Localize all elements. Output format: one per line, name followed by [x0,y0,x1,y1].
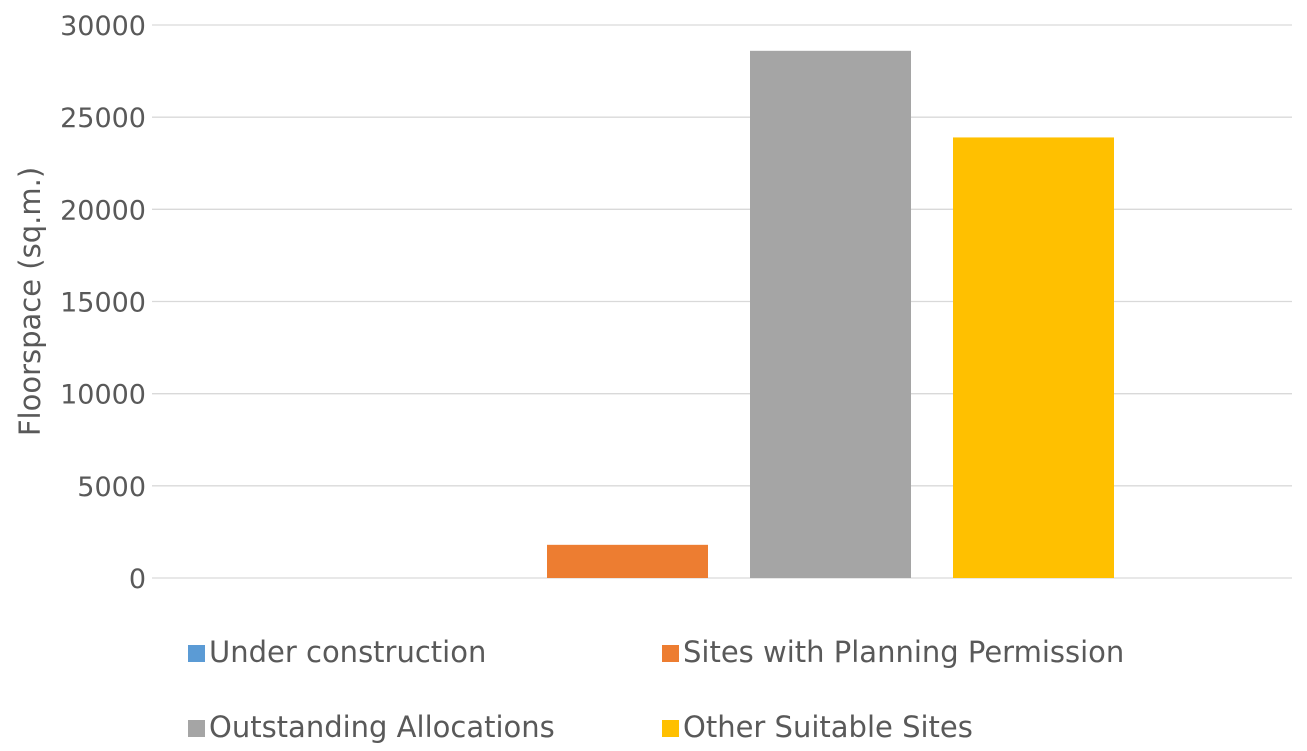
y-axis-title: Floorspace (sq.m.) [13,167,47,436]
gridlines [152,24,1292,579]
y-tick-label: 5000 [77,472,146,503]
y-tick-label: 30000 [60,11,146,42]
legend-item: Under construction [188,635,486,669]
y-tick-label: 15000 [60,288,146,319]
legend-swatch [662,720,679,737]
y-tick-label: 10000 [60,380,146,411]
legend-label: Outstanding Allocations [209,710,555,744]
bar-outstanding-allocations [750,50,911,579]
legend-swatch [188,645,205,662]
bar-other-suitable-sites [953,137,1114,578]
legend-label: Under construction [209,635,486,669]
legend-item: Sites with Planning Permission [662,635,1124,669]
bars [547,50,1114,579]
legend-item: Other Suitable Sites [662,710,973,744]
legend-item: Outstanding Allocations [188,710,555,744]
y-axis-tick-labels: 0 5000 10000 15000 20000 25000 30000 [60,11,146,595]
legend: Under construction Sites with Planning Pe… [188,635,1124,744]
y-tick-label: 0 [129,564,146,595]
legend-swatch [662,645,679,662]
y-tick-label: 25000 [60,103,146,134]
bar-sites-with-planning-permission [547,544,708,578]
y-tick-label: 20000 [60,195,146,226]
legend-label: Sites with Planning Permission [683,635,1124,669]
legend-swatch [188,720,205,737]
legend-label: Other Suitable Sites [683,710,973,744]
